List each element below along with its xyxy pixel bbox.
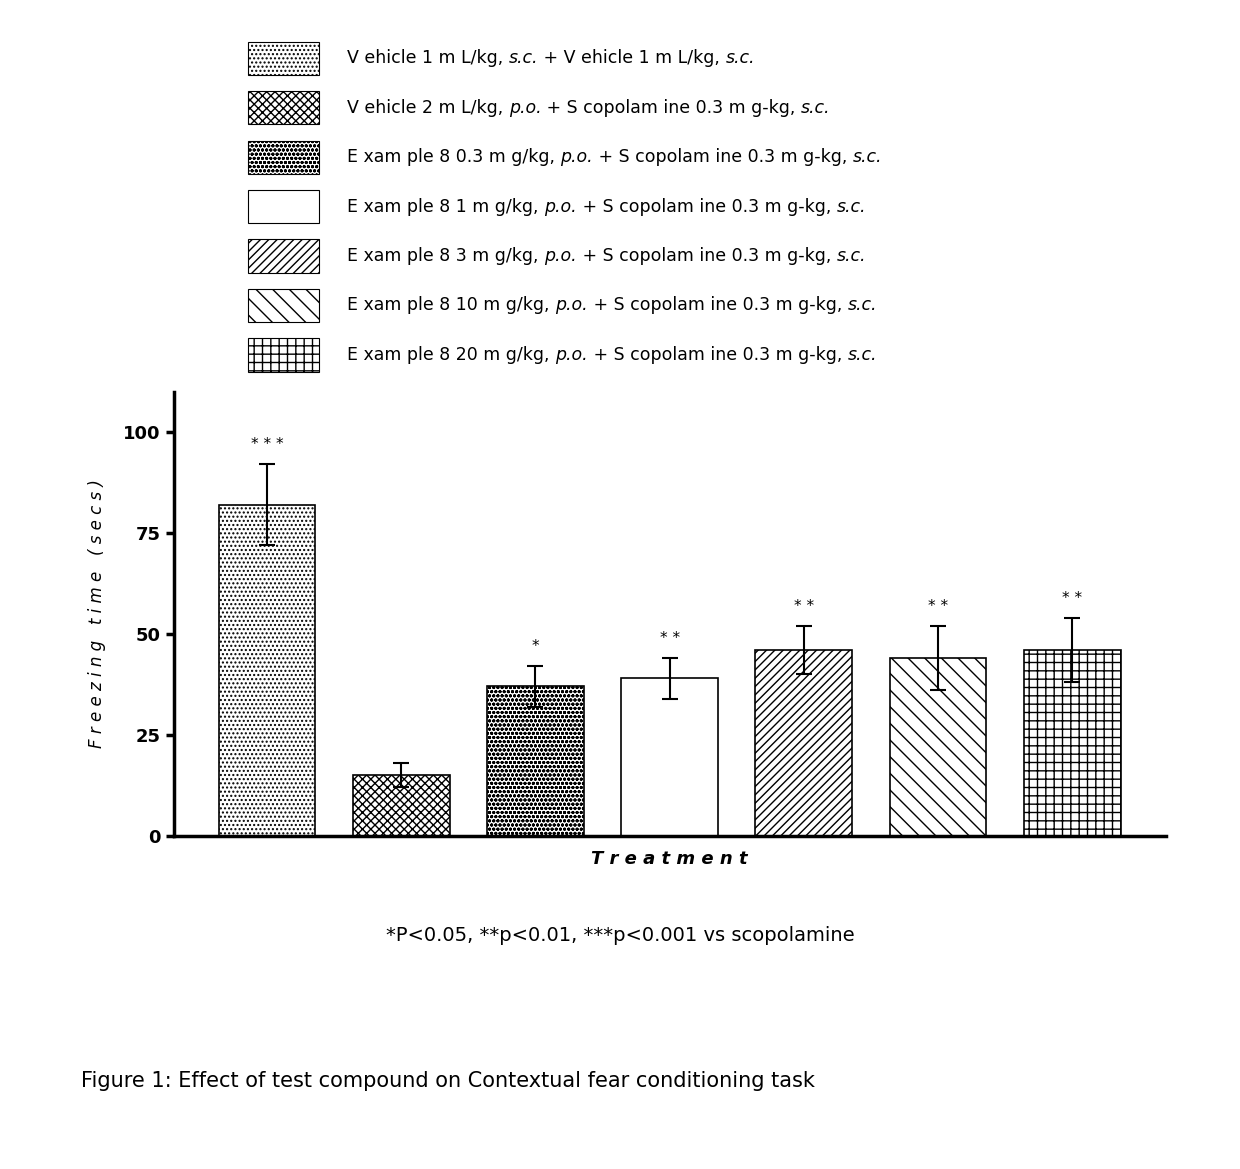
Text: * *: * *: [794, 599, 813, 614]
Text: E xam ple 8 20 m g/kg,: E xam ple 8 20 m g/kg,: [347, 346, 556, 364]
Bar: [353, 775, 450, 836]
Bar: [248, 91, 319, 124]
Text: + S copolam ine 0.3 m g-kg,: + S copolam ine 0.3 m g-kg,: [577, 247, 837, 265]
Bar: [621, 678, 718, 836]
Text: * *: * *: [1063, 590, 1083, 606]
Text: s.c.: s.c.: [725, 49, 755, 68]
Text: *P<0.05, **p<0.01, ***p<0.001 vs scopolamine: *P<0.05, **p<0.01, ***p<0.001 vs scopola…: [386, 926, 854, 945]
Text: + S copolam ine 0.3 m g-kg,: + S copolam ine 0.3 m g-kg,: [588, 346, 847, 364]
Text: p.o.: p.o.: [560, 148, 593, 166]
Text: V ehicle 1 m L/kg,: V ehicle 1 m L/kg,: [347, 49, 508, 68]
Text: s.c.: s.c.: [801, 99, 831, 117]
Text: p.o.: p.o.: [556, 297, 588, 314]
Text: * * *: * * *: [250, 437, 283, 452]
Text: p.o.: p.o.: [508, 99, 542, 117]
Text: + S copolam ine 0.3 m g-kg,: + S copolam ine 0.3 m g-kg,: [542, 99, 801, 117]
Text: Figure 1: Effect of test compound on Contextual fear conditioning task: Figure 1: Effect of test compound on Con…: [81, 1071, 815, 1092]
Text: + S copolam ine 0.3 m g-kg,: + S copolam ine 0.3 m g-kg,: [588, 297, 847, 314]
Bar: [755, 650, 852, 836]
Bar: [248, 42, 319, 75]
Bar: [248, 289, 319, 323]
Text: s.c.: s.c.: [837, 198, 866, 215]
Text: s.c.: s.c.: [853, 148, 883, 166]
Text: + V ehicle 1 m L/kg,: + V ehicle 1 m L/kg,: [538, 49, 725, 68]
Bar: [248, 191, 319, 223]
Bar: [248, 338, 319, 372]
Text: V ehicle 2 m L/kg,: V ehicle 2 m L/kg,: [347, 99, 508, 117]
Text: s.c.: s.c.: [837, 247, 866, 265]
Bar: [889, 658, 986, 836]
Text: E xam ple 8 10 m g/kg,: E xam ple 8 10 m g/kg,: [347, 297, 556, 314]
Y-axis label: F r e e z i n g   t i m e   ( s e c s ): F r e e z i n g t i m e ( s e c s ): [88, 479, 107, 748]
Text: * *: * *: [928, 599, 949, 614]
Bar: [218, 505, 315, 836]
Text: + S copolam ine 0.3 m g-kg,: + S copolam ine 0.3 m g-kg,: [577, 198, 837, 215]
Bar: [1024, 650, 1121, 836]
Bar: [487, 686, 584, 836]
Text: E xam ple 8 0.3 m g/kg,: E xam ple 8 0.3 m g/kg,: [347, 148, 560, 166]
Text: s.c.: s.c.: [847, 297, 877, 314]
Text: *: *: [532, 639, 539, 655]
Text: + S copolam ine 0.3 m g-kg,: + S copolam ine 0.3 m g-kg,: [593, 148, 853, 166]
Text: p.o.: p.o.: [544, 198, 577, 215]
Text: p.o.: p.o.: [556, 346, 588, 364]
X-axis label: T r e a t m e n t: T r e a t m e n t: [591, 850, 748, 867]
Bar: [248, 140, 319, 174]
Text: p.o.: p.o.: [544, 247, 577, 265]
Text: s.c.: s.c.: [508, 49, 538, 68]
Bar: [248, 240, 319, 272]
Text: E xam ple 8 1 m g/kg,: E xam ple 8 1 m g/kg,: [347, 198, 544, 215]
Text: s.c.: s.c.: [847, 346, 877, 364]
Text: * *: * *: [660, 631, 680, 646]
Text: E xam ple 8 3 m g/kg,: E xam ple 8 3 m g/kg,: [347, 247, 544, 265]
